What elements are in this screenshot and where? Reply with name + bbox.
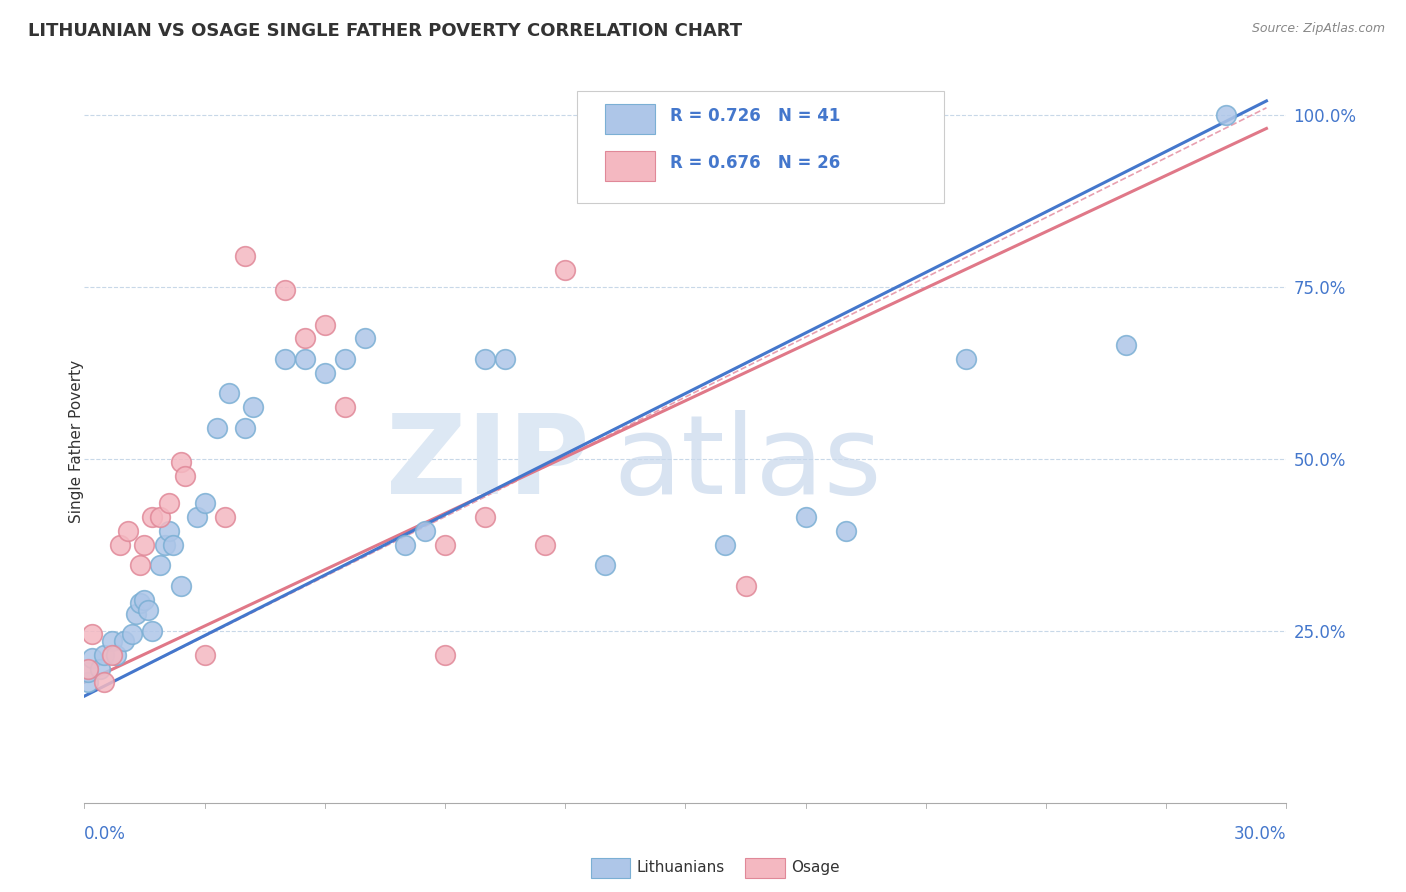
- Text: 30.0%: 30.0%: [1234, 825, 1286, 843]
- Point: [214, 510, 236, 524]
- Point: [233, 249, 256, 263]
- Point: [413, 524, 436, 538]
- Text: LITHUANIAN VS OSAGE SINGLE FATHER POVERTY CORRELATION CHART: LITHUANIAN VS OSAGE SINGLE FATHER POVERT…: [28, 22, 742, 40]
- Point: [595, 558, 617, 573]
- Text: 0.0%: 0.0%: [84, 825, 127, 843]
- FancyBboxPatch shape: [578, 91, 943, 203]
- Point: [734, 579, 756, 593]
- Point: [218, 386, 240, 401]
- Point: [110, 538, 132, 552]
- Point: [125, 607, 148, 621]
- Point: [205, 421, 228, 435]
- Point: [157, 496, 180, 510]
- Point: [186, 510, 208, 524]
- Y-axis label: Single Father Poverty: Single Father Poverty: [69, 360, 83, 523]
- Point: [169, 579, 191, 593]
- Point: [314, 366, 336, 380]
- Text: Source: ZipAtlas.com: Source: ZipAtlas.com: [1251, 22, 1385, 36]
- Point: [77, 675, 100, 690]
- Text: R = 0.676   N = 26: R = 0.676 N = 26: [669, 154, 839, 172]
- Point: [169, 455, 191, 469]
- Point: [134, 538, 156, 552]
- Point: [1215, 108, 1237, 122]
- Point: [141, 510, 163, 524]
- Point: [134, 592, 156, 607]
- Point: [93, 675, 115, 690]
- Point: [93, 648, 115, 662]
- Point: [333, 351, 356, 366]
- Point: [114, 634, 135, 648]
- Point: [138, 603, 160, 617]
- Point: [101, 634, 124, 648]
- Point: [121, 627, 143, 641]
- Point: [794, 510, 817, 524]
- Point: [149, 558, 172, 573]
- Point: [233, 421, 256, 435]
- Point: [835, 524, 858, 538]
- Point: [354, 331, 377, 345]
- Point: [129, 596, 152, 610]
- Point: [494, 351, 516, 366]
- Point: [474, 351, 496, 366]
- Point: [955, 351, 977, 366]
- Point: [274, 283, 297, 297]
- Point: [129, 558, 152, 573]
- Point: [157, 524, 180, 538]
- Point: [173, 469, 195, 483]
- Point: [153, 538, 176, 552]
- Point: [434, 538, 457, 552]
- Text: ZIP: ZIP: [385, 409, 589, 516]
- Point: [105, 648, 128, 662]
- Point: [89, 662, 111, 676]
- Point: [77, 665, 100, 679]
- Point: [294, 331, 316, 345]
- Point: [194, 648, 217, 662]
- Text: Osage: Osage: [792, 861, 841, 875]
- Bar: [605, 104, 655, 135]
- Point: [77, 662, 100, 676]
- Point: [314, 318, 336, 332]
- Point: [141, 624, 163, 638]
- Point: [82, 627, 104, 641]
- Text: atlas: atlas: [613, 409, 882, 516]
- Point: [534, 538, 557, 552]
- Point: [101, 648, 124, 662]
- Point: [434, 648, 457, 662]
- Point: [714, 538, 737, 552]
- Point: [149, 510, 172, 524]
- Point: [162, 538, 184, 552]
- Point: [1115, 338, 1137, 352]
- Point: [333, 400, 356, 414]
- Bar: [605, 151, 655, 181]
- Point: [394, 538, 416, 552]
- Point: [474, 510, 496, 524]
- Point: [194, 496, 217, 510]
- Point: [294, 351, 316, 366]
- Point: [242, 400, 264, 414]
- Point: [117, 524, 139, 538]
- Text: R = 0.726   N = 41: R = 0.726 N = 41: [669, 107, 841, 126]
- Point: [82, 651, 104, 665]
- Point: [554, 262, 576, 277]
- Point: [274, 351, 297, 366]
- Text: Lithuanians: Lithuanians: [637, 861, 725, 875]
